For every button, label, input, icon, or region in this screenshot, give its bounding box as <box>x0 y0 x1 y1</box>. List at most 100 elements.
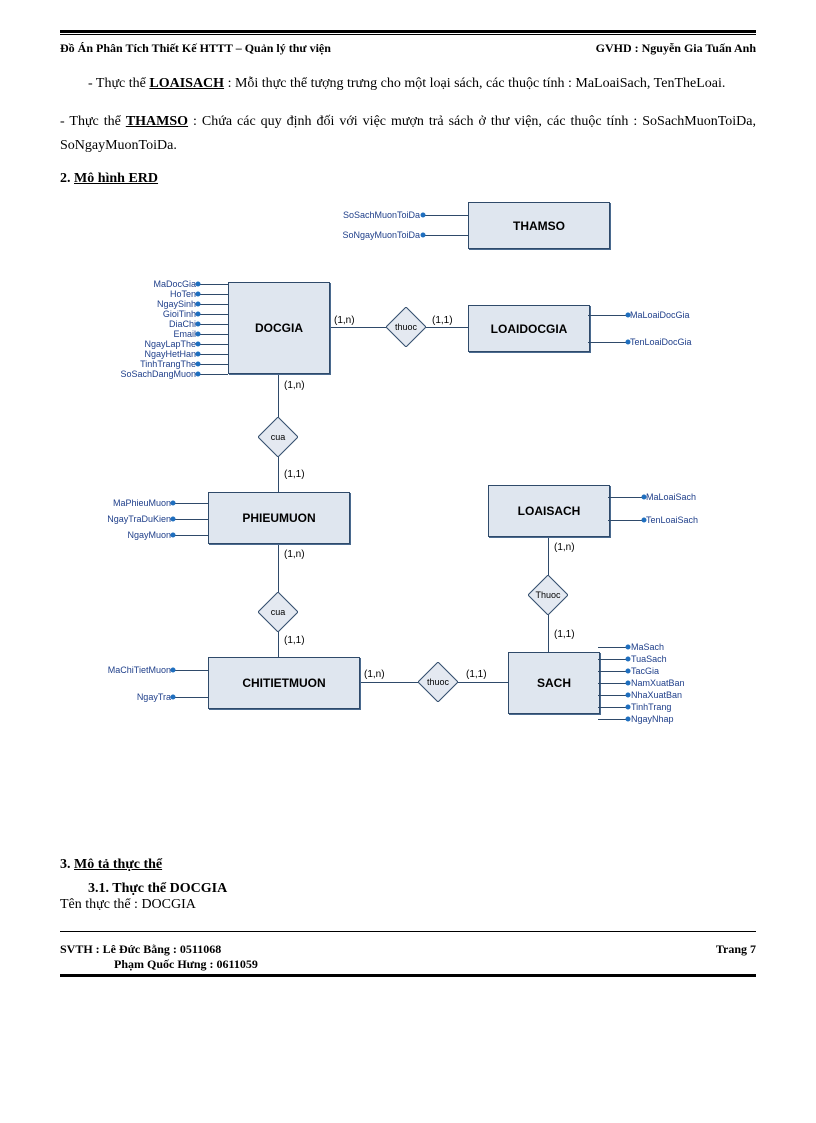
connector-line <box>548 615 549 652</box>
header-left: Đồ Án Phân Tích Thiết Kế HTTT – Quản lý … <box>60 41 331 56</box>
connector-line <box>588 342 628 343</box>
attribute-dot <box>171 668 176 673</box>
attribute-dot <box>171 695 176 700</box>
entity-phieumuon: PHIEUMUON <box>208 492 350 544</box>
attribute-label: NgayNhap <box>631 714 674 724</box>
connector-line <box>278 542 279 592</box>
attribute-label: NhaXuatBan <box>631 690 682 700</box>
attribute-label: TinhTrang <box>631 702 671 712</box>
connector-line <box>588 315 628 316</box>
attribute-label: MaLoaiDocGia <box>630 310 690 320</box>
attribute-label: NamXuatBan <box>631 678 685 688</box>
cardinality-c6: (1,1) <box>284 635 305 646</box>
attribute-dot <box>626 693 631 698</box>
entity-chitietmuon: CHITIETMUON <box>208 657 360 709</box>
footer-left: SVTH : Lê Đức Bằng : 0511068 Phạm Quốc H… <box>60 942 258 972</box>
entity-loaisach: LOAISACH <box>488 485 610 537</box>
connector-line <box>173 697 208 698</box>
connector-line <box>426 327 468 328</box>
attribute-dot <box>196 322 201 327</box>
connector-line <box>608 520 644 521</box>
attribute-dot <box>421 233 426 238</box>
entity-name: THAMSO <box>126 114 188 129</box>
entity-loaidocgia: LOAIDOCGIA <box>468 305 590 352</box>
page: Đồ Án Phân Tích Thiết Kế HTTT – Quản lý … <box>0 0 816 998</box>
attribute-dot <box>196 332 201 337</box>
attribute-dot <box>196 342 201 347</box>
attribute-dot <box>196 372 201 377</box>
attribute-label: MaSach <box>631 642 664 652</box>
attribute-label: HoTen <box>106 289 196 299</box>
footer-author-2: Phạm Quốc Hưng : 0611059 <box>60 957 258 972</box>
connector-line <box>198 324 228 325</box>
connector-line <box>598 683 628 684</box>
connector-line <box>598 671 628 672</box>
connector-line <box>173 519 208 520</box>
top-rule-thin <box>60 34 756 35</box>
connector-line <box>198 284 228 285</box>
relationship-cua1: cua <box>258 417 298 457</box>
attribute-label: NgaySinh <box>106 299 196 309</box>
cardinality-c1: (1,n) <box>334 315 355 326</box>
relationship-thuoc3: thuoc <box>418 662 458 702</box>
connector-line <box>173 670 208 671</box>
connector-line <box>278 632 279 657</box>
attribute-label: SoNgayMuonToiDa <box>330 230 420 240</box>
attribute-dot <box>642 495 647 500</box>
connector-line <box>598 659 628 660</box>
relationship-thuoc2: Thuoc <box>528 575 568 615</box>
attribute-dot <box>171 517 176 522</box>
attribute-label: SoSachMuonToiDa <box>330 210 420 220</box>
attribute-dot <box>626 340 631 345</box>
attribute-label: MaLoaiSach <box>646 492 696 502</box>
connector-line <box>198 364 228 365</box>
attribute-label: MaChiTietMuon <box>81 665 171 675</box>
section-num: 2. <box>60 171 74 186</box>
connector-line <box>598 719 628 720</box>
connector-line <box>198 304 228 305</box>
attribute-dot <box>626 657 631 662</box>
relationship-cua2: cua <box>258 592 298 632</box>
connector-line <box>548 535 549 575</box>
attribute-dot <box>196 302 201 307</box>
attribute-label: TuaSach <box>631 654 667 664</box>
text: : Mỗi thực thể tượng trưng cho một loại … <box>224 76 725 91</box>
text: - Thực thể <box>60 114 126 129</box>
entity-name: LOAISACH <box>149 76 224 91</box>
attribute-label: MaPhieuMuon <box>81 498 171 508</box>
attribute-label: NgayHetHan <box>106 349 196 359</box>
cardinality-c3: (1,n) <box>284 380 305 391</box>
connector-line <box>198 344 228 345</box>
section-3-title: 3. Mô tả thực thể <box>60 857 756 873</box>
connector-line <box>198 314 228 315</box>
connector-line <box>598 647 628 648</box>
attribute-dot <box>196 282 201 287</box>
section-2-title: 2. Mô hình ERD <box>60 171 756 187</box>
attribute-dot <box>626 669 631 674</box>
section-num: 3. <box>60 857 74 872</box>
attribute-label: TenLoaiDocGia <box>630 337 692 347</box>
footer-page: Trang 7 <box>716 942 756 972</box>
paragraph-loaisach: - Thực thể LOAISACH : Mỗi thực thể tượng… <box>60 72 756 96</box>
connector-line <box>173 503 208 504</box>
cardinality-c5: (1,n) <box>284 549 305 560</box>
connector-line <box>423 215 468 216</box>
subsection-3-1-line: Tên thực thể : DOCGIA <box>60 897 756 913</box>
attribute-dot <box>196 362 201 367</box>
connector-line <box>278 457 279 492</box>
bottom-rule <box>60 974 756 977</box>
attribute-dot <box>626 313 631 318</box>
entity-docgia: DOCGIA <box>228 282 330 374</box>
top-rule <box>60 30 756 33</box>
connector-line <box>198 374 228 375</box>
section-label: Mô hình ERD <box>74 171 158 186</box>
attribute-label: NgayTraDuKien <box>81 514 171 524</box>
attribute-label: DiaChi <box>106 319 196 329</box>
attribute-dot <box>626 705 631 710</box>
connector-line <box>328 327 386 328</box>
cardinality-c2: (1,1) <box>432 315 453 326</box>
attribute-dot <box>196 352 201 357</box>
cardinality-c7: (1,n) <box>364 669 385 680</box>
connector-line <box>458 682 508 683</box>
attribute-label: SoSachDangMuon <box>106 369 196 379</box>
